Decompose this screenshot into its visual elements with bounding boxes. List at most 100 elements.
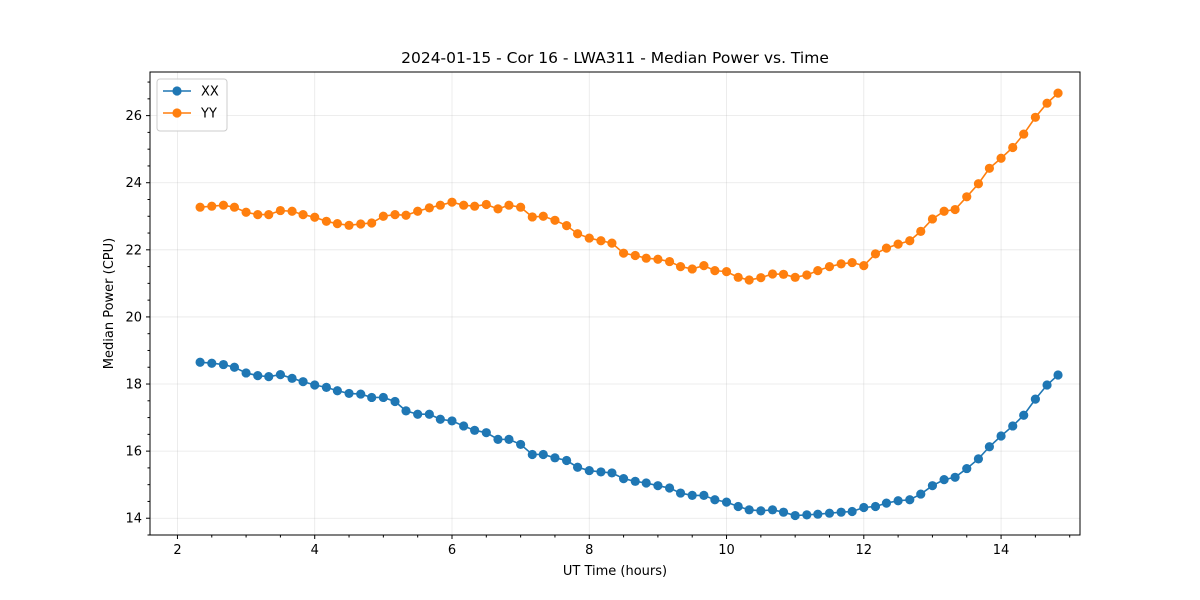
data-point-xx <box>459 421 469 431</box>
data-point-yy <box>435 200 445 210</box>
data-point-xx <box>310 380 320 390</box>
data-point-yy <box>744 275 754 285</box>
data-point-yy <box>390 209 400 220</box>
data-point-yy <box>229 202 240 212</box>
data-point-xx <box>378 392 388 403</box>
data-point-xx <box>584 465 594 476</box>
data-point-yy <box>802 270 812 280</box>
data-point-xx <box>699 490 709 501</box>
data-point-xx <box>470 425 480 435</box>
legend: XX YY <box>156 78 228 132</box>
data-point-xx <box>824 508 835 518</box>
data-point-yy <box>1030 112 1040 122</box>
data-point-yy <box>733 272 743 282</box>
data-point-xx <box>1053 370 1063 380</box>
data-point-xx <box>413 409 423 419</box>
data-point-xx <box>675 488 686 498</box>
chart-title: 2024-01-15 - Cor 16 - LWA311 - Median Po… <box>401 49 829 67</box>
data-point-yy <box>836 259 846 269</box>
data-point-xx <box>344 388 354 399</box>
data-point-yy <box>241 207 251 217</box>
data-point-yy <box>538 211 548 221</box>
data-point-yy <box>939 206 949 216</box>
data-point-yy <box>253 209 263 220</box>
data-point-xx <box>802 510 812 520</box>
x-tick-label: 4 <box>311 543 319 558</box>
data-point-yy <box>699 260 709 271</box>
data-point-xx <box>996 431 1006 441</box>
data-point-yy <box>218 200 229 210</box>
x-tick-label: 2 <box>173 543 181 558</box>
data-point-yy <box>767 269 778 279</box>
data-point-yy <box>424 203 434 213</box>
data-point-xx <box>790 510 800 521</box>
data-point-yy <box>916 226 926 236</box>
data-point-yy <box>356 219 366 229</box>
x-tick-label: 12 <box>856 543 873 558</box>
data-point-xx <box>756 506 766 516</box>
data-point-xx <box>813 509 823 519</box>
data-point-yy <box>275 205 286 216</box>
data-point-xx <box>390 396 400 407</box>
y-tick-label: 14 <box>125 512 142 527</box>
data-point-xx <box>332 386 342 396</box>
data-point-yy <box>881 243 892 253</box>
data-point-yy <box>1042 98 1052 108</box>
legend-label-yy: YY <box>200 107 217 122</box>
data-point-xx <box>562 455 572 466</box>
legend-marker-xx <box>172 86 182 96</box>
data-point-yy <box>562 221 572 231</box>
data-point-xx <box>641 478 651 488</box>
data-point-xx <box>596 467 606 477</box>
data-point-xx <box>447 416 457 426</box>
y-tick-label: 16 <box>125 445 142 460</box>
data-point-yy <box>367 218 377 228</box>
data-point-xx <box>847 506 857 517</box>
data-point-xx <box>939 475 949 485</box>
y-tick-label: 22 <box>125 243 142 258</box>
data-point-xx <box>1008 421 1018 431</box>
data-point-xx <box>607 468 617 478</box>
data-point-xx <box>241 368 251 378</box>
data-point-xx <box>550 453 560 463</box>
data-point-xx <box>1042 380 1052 390</box>
y-tick-label: 24 <box>125 176 142 191</box>
data-point-yy <box>332 219 342 229</box>
data-point-yy <box>905 236 915 246</box>
data-point-yy <box>824 261 835 272</box>
data-point-xx <box>618 474 629 484</box>
data-point-yy <box>481 199 491 210</box>
x-tick-label: 6 <box>448 543 456 558</box>
legend-label-xx: XX <box>201 85 219 100</box>
data-point-yy <box>584 233 594 243</box>
data-point-yy <box>618 248 629 258</box>
data-point-yy <box>607 238 617 248</box>
data-point-yy <box>721 267 732 277</box>
series-line-xx <box>200 361 1059 517</box>
data-point-xx <box>356 389 366 399</box>
plot-area-frame <box>149 71 1081 536</box>
data-point-yy <box>641 253 651 263</box>
data-point-xx <box>275 370 286 380</box>
data-point-xx <box>1019 410 1029 420</box>
data-point-xx <box>218 359 229 370</box>
series-line-yy <box>200 92 1059 281</box>
data-point-yy <box>710 266 720 276</box>
data-point-xx <box>767 505 778 515</box>
data-point-xx <box>870 501 881 512</box>
data-point-yy <box>893 239 903 249</box>
data-point-yy <box>459 200 469 210</box>
data-point-yy <box>664 256 675 267</box>
data-point-xx <box>905 495 915 505</box>
data-point-yy <box>1008 142 1018 153</box>
data-point-xx <box>195 357 205 367</box>
data-point-yy <box>504 200 514 210</box>
data-point-yy <box>321 216 331 226</box>
data-point-xx <box>572 462 583 472</box>
data-point-xx <box>527 449 537 460</box>
data-point-xx <box>435 414 445 424</box>
data-point-yy <box>778 269 789 279</box>
data-point-xx <box>778 507 789 517</box>
data-point-yy <box>630 250 640 261</box>
data-point-xx <box>253 371 263 381</box>
